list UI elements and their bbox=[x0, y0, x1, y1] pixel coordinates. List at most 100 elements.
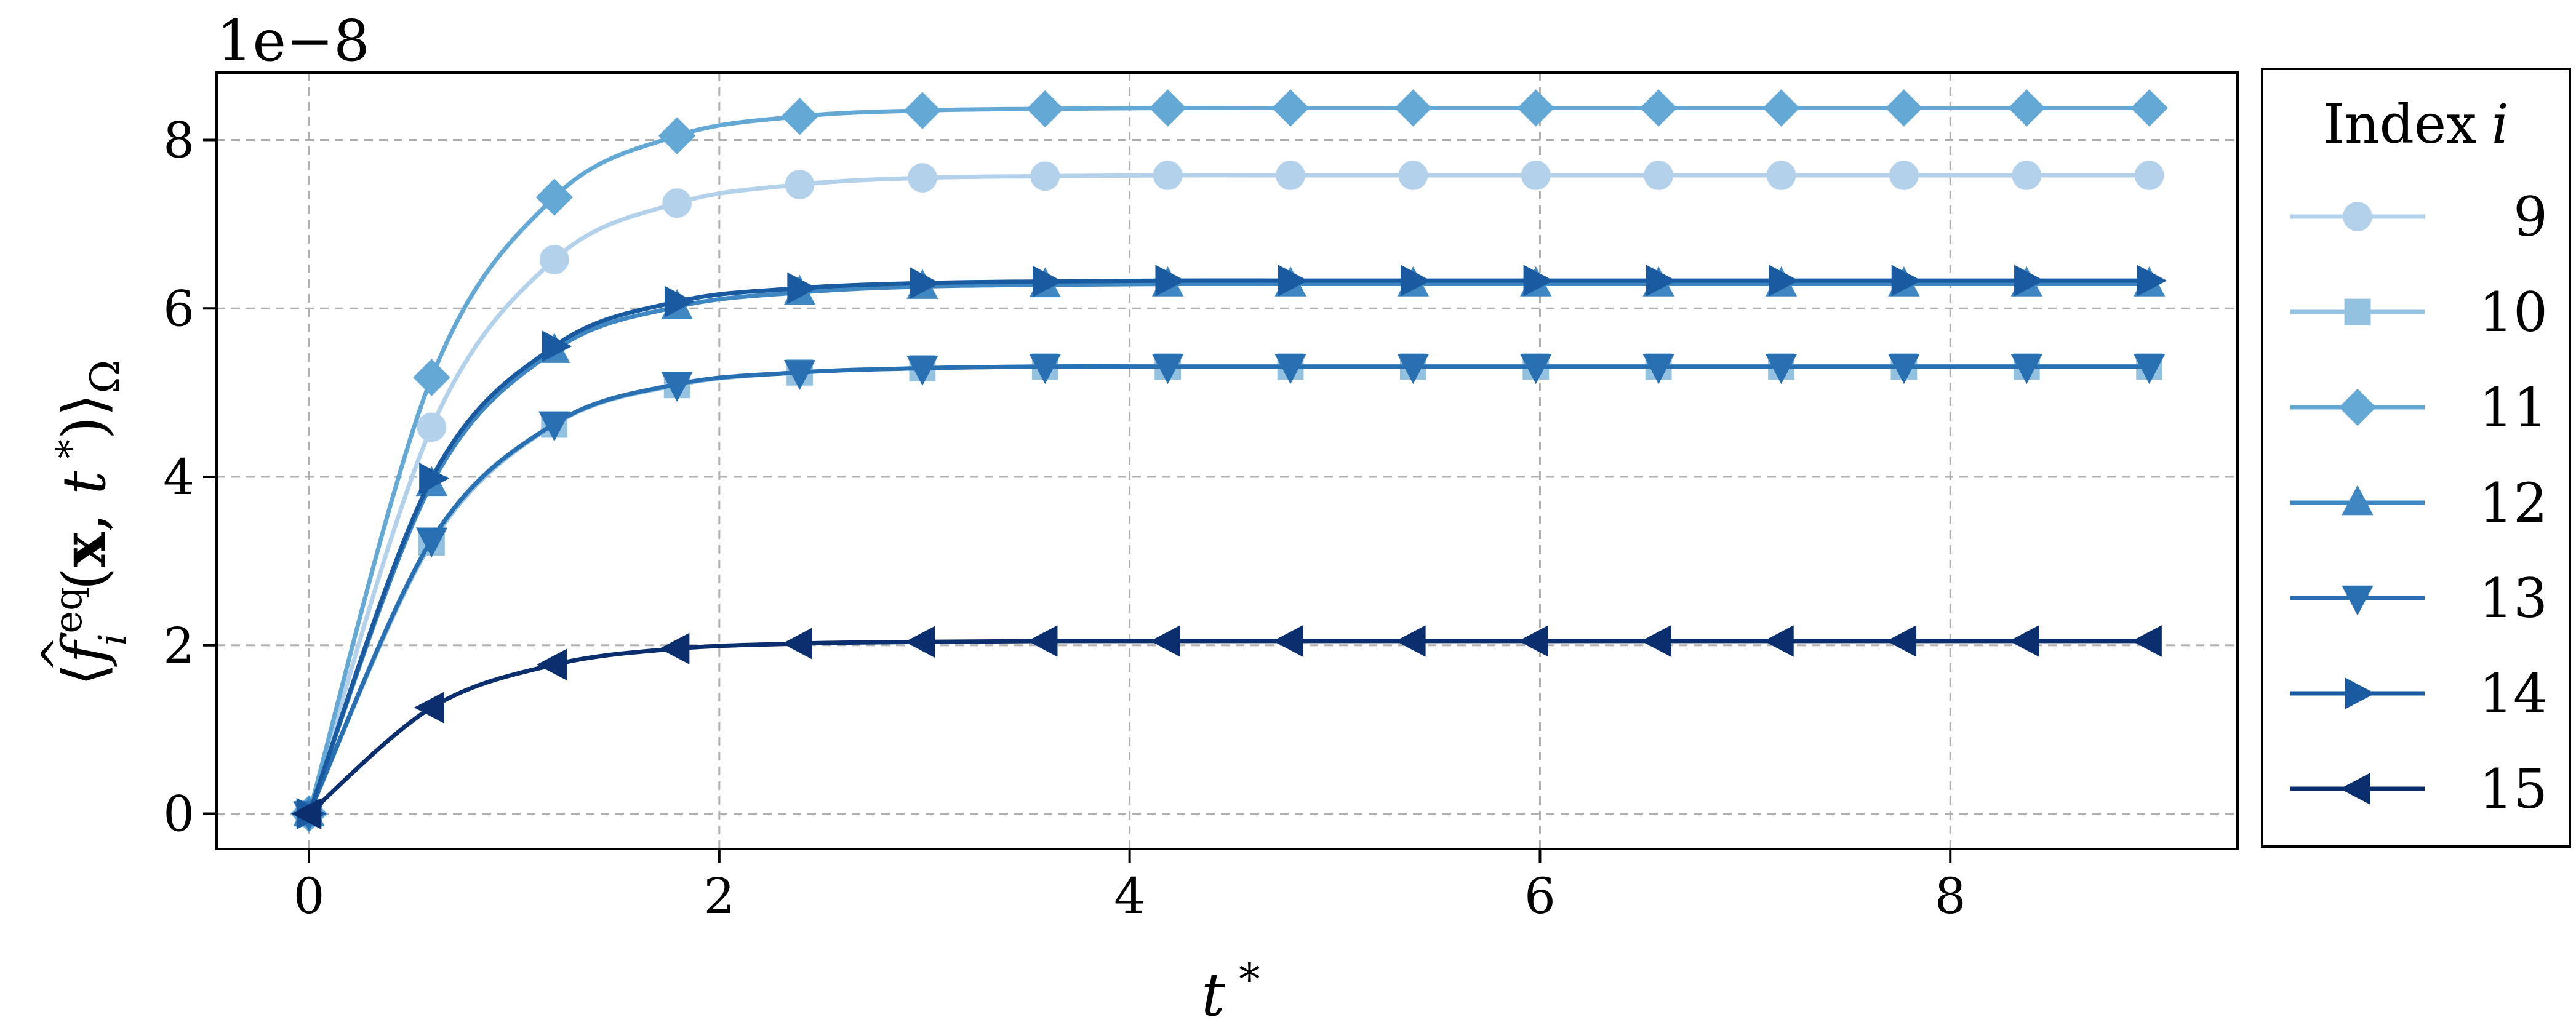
data-point bbox=[1149, 89, 1186, 127]
legend-label: 13 bbox=[2479, 567, 2548, 630]
data-point bbox=[539, 245, 569, 274]
data-point bbox=[1639, 89, 1678, 127]
series-line-9 bbox=[306, 173, 2150, 815]
y-tick-label: 4 bbox=[163, 449, 194, 506]
data-point bbox=[1642, 354, 1674, 385]
y-axis-label-star: * bbox=[48, 439, 93, 471]
data-point bbox=[659, 632, 690, 664]
data-point bbox=[415, 527, 448, 558]
data-point bbox=[664, 285, 695, 317]
data-point bbox=[1398, 161, 1428, 190]
data-point bbox=[783, 360, 816, 390]
data-point bbox=[1644, 161, 1673, 190]
data-point bbox=[2014, 265, 2044, 297]
legend: Index i 9 10 11 12 13 14 15 bbox=[2261, 68, 2571, 848]
data-point bbox=[1394, 89, 1432, 127]
data-point bbox=[781, 97, 818, 135]
data-point bbox=[662, 188, 692, 218]
legend-entry-15: 15 bbox=[2290, 757, 2548, 821]
data-point bbox=[1278, 265, 1308, 297]
y-axis-label-t: t bbox=[50, 471, 119, 495]
data-point bbox=[1641, 625, 1671, 657]
legend-label: 15 bbox=[2479, 757, 2548, 821]
legend-title: Index i bbox=[2323, 92, 2509, 156]
legend-marker bbox=[2338, 388, 2377, 426]
y-axis-label-x: x bbox=[49, 532, 119, 567]
data-point bbox=[908, 163, 937, 193]
y-axis-label-hat: ^ bbox=[33, 636, 83, 672]
x-tick-label: 4 bbox=[1114, 867, 1145, 925]
data-point bbox=[1276, 161, 1305, 190]
data-point bbox=[1517, 89, 1554, 127]
legend-entry-10: 10 bbox=[2290, 281, 2548, 344]
data-point bbox=[2137, 265, 2167, 297]
data-point bbox=[1769, 265, 1799, 297]
series-13 bbox=[293, 354, 2166, 832]
data-point bbox=[1155, 265, 1186, 297]
legend-marker bbox=[2343, 202, 2372, 231]
x-tick-label: 2 bbox=[703, 867, 735, 925]
data-point bbox=[1150, 625, 1180, 657]
data-point bbox=[1395, 625, 1426, 657]
legend-label: 9 bbox=[2513, 185, 2548, 249]
series-11 bbox=[290, 89, 2168, 832]
data-point bbox=[2133, 354, 2166, 385]
series-line-12 bbox=[306, 281, 2150, 815]
data-point bbox=[1523, 265, 1554, 297]
data-point bbox=[535, 178, 573, 216]
legend-box bbox=[2261, 68, 2571, 848]
y-axis-label: ⟨f^eqi(x, t *)⟩Ω bbox=[33, 360, 135, 687]
legend-title-text: Index bbox=[2323, 92, 2476, 156]
legend-label: 11 bbox=[2479, 376, 2548, 439]
data-point bbox=[2009, 625, 2039, 657]
data-point bbox=[1397, 354, 1430, 385]
data-point bbox=[1646, 265, 1676, 297]
data-point bbox=[658, 117, 696, 154]
data-point bbox=[291, 797, 322, 830]
data-point bbox=[1027, 625, 1058, 657]
legend-label: 14 bbox=[2479, 662, 2548, 725]
y-axis-label-sub: i bbox=[90, 633, 135, 645]
legend-marker bbox=[2344, 298, 2371, 325]
data-point bbox=[542, 330, 572, 362]
data-point bbox=[413, 359, 450, 396]
data-point bbox=[1151, 354, 1184, 385]
y-axis-label-omega: Ω bbox=[82, 360, 129, 394]
data-point bbox=[2012, 161, 2042, 190]
series-line-15 bbox=[307, 639, 2150, 816]
y-offset-label: 1e−8 bbox=[217, 8, 370, 74]
series-10 bbox=[295, 353, 2163, 827]
svg-text:⟨f^eqi(x, t *)⟩Ω: ⟨f^eqi(x, t *)⟩Ω bbox=[33, 360, 135, 687]
y-tick-label: 2 bbox=[163, 617, 194, 674]
y-axis-label-open: ⟨ bbox=[50, 663, 119, 686]
data-point bbox=[1030, 161, 1060, 191]
data-point bbox=[1888, 354, 1920, 385]
axis-ticks: 0 2 4 6 8 0 2 4 6 8 bbox=[163, 112, 1966, 925]
data-point bbox=[1766, 161, 1796, 190]
legend-entry-11: 11 bbox=[2290, 376, 2548, 439]
series-line-13 bbox=[306, 364, 2150, 815]
data-point bbox=[910, 267, 940, 299]
legend-marker bbox=[2342, 585, 2374, 616]
data-point bbox=[1763, 625, 1794, 657]
x-tick-label: 6 bbox=[1524, 867, 1556, 925]
data-point bbox=[661, 372, 693, 402]
series-14 bbox=[296, 265, 2167, 830]
plot-frame bbox=[215, 71, 2239, 850]
x-axis-label-t: t bbox=[1201, 960, 1225, 1029]
x-tick-label: 0 bbox=[294, 867, 325, 925]
data-point bbox=[538, 411, 570, 442]
x-axis-label: t * bbox=[1201, 954, 1260, 1029]
data-point bbox=[2132, 625, 2162, 657]
data-point bbox=[906, 356, 938, 386]
data-point bbox=[417, 412, 447, 442]
data-point bbox=[2010, 354, 2042, 385]
grid-lines bbox=[217, 73, 2238, 849]
data-point bbox=[785, 170, 815, 199]
legend-label: 10 bbox=[2479, 281, 2548, 344]
data-point bbox=[1273, 625, 1303, 657]
legend-marker bbox=[2345, 677, 2375, 709]
legend-marker bbox=[2340, 773, 2370, 805]
data-point bbox=[782, 628, 812, 660]
series-12 bbox=[293, 266, 2166, 826]
